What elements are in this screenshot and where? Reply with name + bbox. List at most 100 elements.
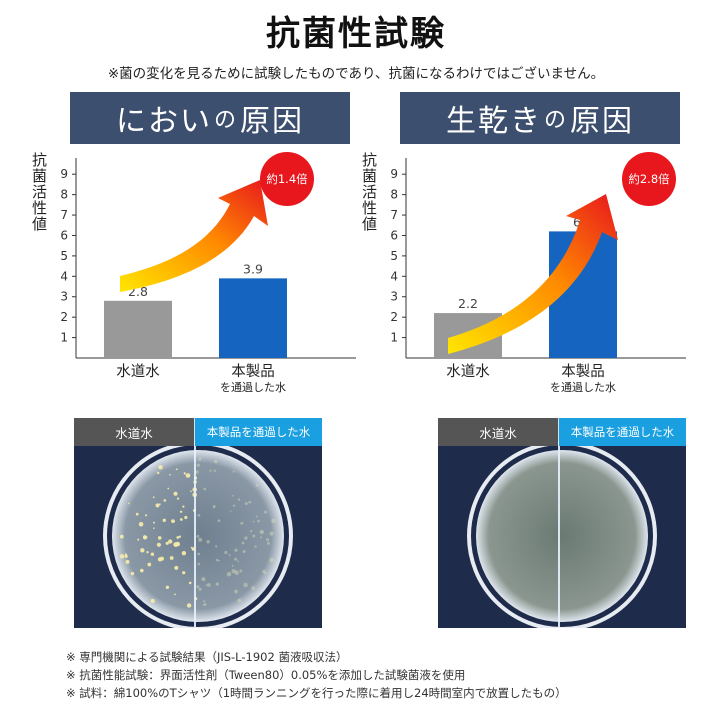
bacteria-colony [184,515,188,520]
y-tick-label: 1 [60,331,68,345]
bacteria-colony [242,550,246,553]
bacteria-colony [229,510,232,512]
bacteria-colony [162,518,166,522]
bacteria-colony [157,471,160,475]
bacteria-colony [150,552,155,556]
bacteria-colony [202,603,205,606]
bacteria-colony [232,504,236,507]
bacteria-colony [231,564,234,567]
bacteria-colony [215,582,219,586]
bacteria-colony [152,496,155,499]
bacteria-colony [254,545,257,548]
footnote-item: ※ 試料：綿100%のTシャツ（1時間ランニングを行った際に着用し24時間室内で… [66,686,567,700]
y-tick-label: 6 [390,228,398,242]
bacteria-colony [147,562,152,567]
bacteria-colony [232,495,234,497]
banner-main-1: におい [115,104,212,139]
bacteria-colony [179,518,183,521]
bacteria-colony [175,541,180,547]
x-category-sublabel: を通過した水 [220,381,286,394]
bacteria-colony [185,473,191,478]
banner-main-2: 原因 [570,104,634,139]
footnotes: ※ 専門機関による試験結果（JIS-L-1902 菌液吸収法） ※ 抗菌性能試験… [66,648,567,702]
bacteria-colony [119,554,125,559]
bacteria-colony [257,519,260,523]
chart-panel-drying: 生乾き の 原因 抗菌活性値 1234567892.2水道水6.2本製品を通過し… [360,92,690,402]
bacteria-colony [232,470,235,473]
bacteria-colony [178,535,181,538]
bacteria-colony [234,548,238,552]
bacteria-colony [234,557,238,561]
ratio-badge: 約1.4倍 [260,152,314,206]
bar-tap-water [104,300,172,358]
bacteria-colony [203,600,206,603]
bacteria-colony [252,520,255,523]
y-tick-label: 1 [390,331,398,345]
bacteria-colony [209,469,212,472]
bacteria-colony [190,546,193,549]
bacteria-colony [157,557,162,562]
bacteria-colony [146,551,149,554]
bacteria-colony [173,491,178,496]
bacteria-colony [135,512,139,516]
bacteria-colony [156,542,161,547]
bacteria-colony [206,540,210,544]
bacteria-colony [182,505,185,508]
page-title: 抗菌性試験 [266,14,446,54]
bacteria-colony [269,557,275,563]
bacteria-colony [188,581,192,585]
bacteria-colony [165,541,169,545]
bacteria-colony [143,535,147,539]
bacteria-colony [226,571,232,577]
bacteria-colony [269,531,274,536]
bacteria-colony [140,568,144,573]
bacteria-colony [125,559,130,564]
bacteria-colony [234,589,238,594]
bacteria-colony [217,519,221,523]
bacteria-colony [266,538,269,542]
bacteria-colony [239,569,243,573]
y-tick-label: 2 [390,310,398,324]
bacteria-colony [241,541,245,545]
bacteria-colony [128,502,130,505]
bacteria-colony [237,498,241,501]
bacteria-colony [198,587,202,591]
bacteria-colony [237,598,242,603]
bacteria-colony [250,530,253,533]
bacteria-colony [137,538,140,541]
bacteria-colony [237,560,240,563]
chart-banner: 生乾き の 原因 [400,92,680,144]
y-axis-label: 抗菌活性値 [360,152,378,232]
bacteria-colony [169,474,171,476]
y-tick-label: 3 [390,290,398,304]
bar-value-label: 3.9 [243,261,263,276]
bacteria-colony [176,497,180,500]
bacteria-colony [264,510,268,514]
bacteria-colony [252,534,256,538]
footnote-item: ※ 専門機関による試験結果（JIS-L-1902 菌液吸収法） [66,650,348,664]
petri-dish-image [74,418,322,628]
bacteria-colony [267,541,270,545]
bacteria-colony [264,571,267,575]
footnote-item: ※ 抗菌性能試験：界面活性剤（Tween80）0.05%を添加した試験菌液を使用 [66,668,466,682]
y-axis-label: 抗菌活性値 [30,152,48,232]
chart-panel-odor: におい の 原因 抗菌活性値 1 2 3 4 5 6 7 8 9 2.8 水道水 3.9 本製品 を通過し… [30,92,360,402]
bacteria-colony [157,536,162,540]
banner-particle: の [213,108,238,133]
bacteria-colony [198,457,202,461]
x-category-label: 水道水 [446,363,490,380]
bacteria-colony [167,487,170,490]
bacteria-colony [163,499,167,502]
bacteria-colony [168,539,173,544]
bacteria-colony [195,470,199,474]
bacteria-colony [207,583,211,587]
bacteria-colony [158,465,163,470]
bacteria-colony [176,536,180,539]
bacteria-colony [240,521,244,525]
y-tick-label: 4 [390,269,398,283]
bacteria-colony [260,536,262,539]
bacteria-colony [179,510,183,513]
bacteria-colony [196,534,200,538]
